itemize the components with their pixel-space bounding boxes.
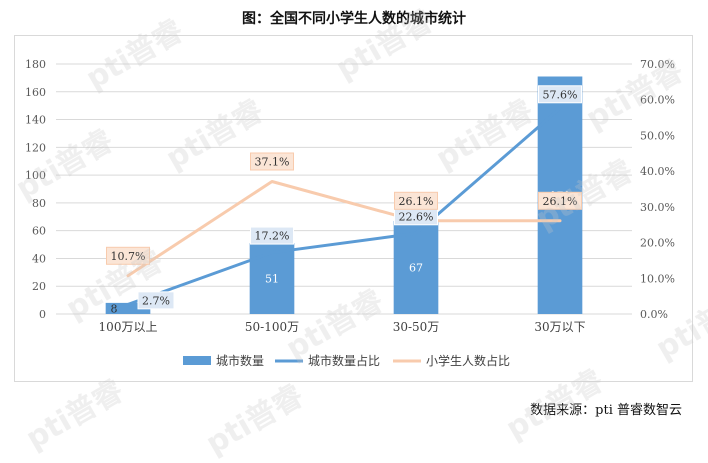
- line-value-label: 37.1%: [255, 156, 290, 169]
- series-line: [126, 180, 562, 278]
- y-left-tick-label: 0: [39, 308, 46, 321]
- line-value-label: 57.6%: [543, 88, 578, 101]
- data-label-box: [250, 152, 294, 171]
- y-left-tick-label: 180: [25, 58, 46, 71]
- y-right-tick-label: 30.0%: [640, 201, 675, 214]
- y-left-tick-label: 20: [32, 280, 46, 293]
- legend-label: 小学生人数占比: [426, 353, 510, 368]
- x-tick-label: 50-100万: [245, 320, 299, 334]
- data-label-box: [137, 291, 175, 310]
- line-value-label: 22.6%: [399, 210, 434, 223]
- line-value-label: 26.1%: [399, 195, 434, 208]
- y-right-tick-label: 60.0%: [640, 94, 675, 107]
- y-right-tick-label: 10.0%: [640, 272, 675, 285]
- watermark: pti普睿: [200, 378, 310, 462]
- y-left-tick-label: 120: [25, 141, 46, 154]
- bar-value-label: 8: [111, 302, 118, 315]
- line-value-label: 17.2%: [255, 230, 290, 243]
- bar-value-label: 67: [409, 261, 423, 274]
- chart-frame: 0 20 40 60 80 100 120 140 160 180 0.0% 10.0% 20.0% 30…: [14, 35, 693, 382]
- data-label-box: [538, 191, 582, 210]
- y-left-tick-label: 40: [32, 252, 46, 265]
- bar: [105, 302, 151, 314]
- y-right-tick-label: 20.0%: [640, 237, 675, 250]
- y-right-tick-label: 70.0%: [640, 58, 675, 71]
- legend-swatch: [183, 356, 211, 365]
- data-label-box: [538, 85, 582, 104]
- bar-value-label: 51: [265, 273, 279, 286]
- y-left-tick-label: 100: [25, 169, 46, 182]
- y-left-tick-label: 60: [32, 225, 46, 238]
- x-tick-label: 30-50万: [393, 320, 440, 334]
- y-right-tick-label: 40.0%: [640, 165, 675, 178]
- bar: [249, 243, 295, 314]
- data-label-box: [394, 191, 438, 210]
- y-left-tick-label: 80: [32, 197, 46, 210]
- x-tick-label: 100万以上: [99, 320, 158, 334]
- combo-chart: 0 20 40 60 80 100 120 140 160 180 0.0% 10.0% 20.0% 30…: [25, 58, 675, 368]
- y-left-tick-label: 140: [25, 114, 46, 127]
- line-value-label: 26.1%: [543, 195, 578, 208]
- y-left-tick-label: 160: [25, 86, 46, 99]
- x-tick-label: 30万以下: [534, 320, 585, 334]
- line-value-label: 10.7%: [111, 250, 146, 263]
- source-note: 数据来源：pti 普睿数智云: [530, 403, 682, 418]
- legend-label: 城市数量: [216, 353, 264, 368]
- y-right-tick-label: 0.0%: [640, 308, 668, 321]
- data-label-box: [250, 226, 294, 245]
- chart-title: 图：全国不同小学生人数的城市统计: [242, 11, 466, 27]
- line-value-label: 2.7%: [142, 294, 170, 307]
- series-line: [126, 106, 562, 306]
- y-right-tick-label: 50.0%: [640, 129, 675, 142]
- data-label-box: [106, 246, 150, 265]
- legend-label: 城市数量占比: [308, 353, 380, 368]
